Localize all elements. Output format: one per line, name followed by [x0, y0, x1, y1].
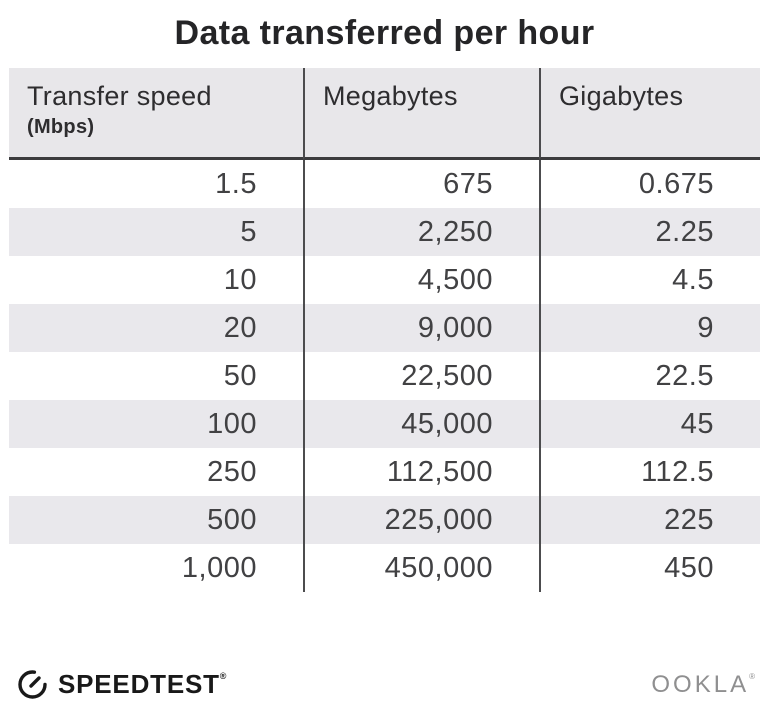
cell-speed: 500: [9, 496, 303, 544]
cell-speed: 10: [223, 263, 257, 296]
cell-megabytes: 112,500: [303, 448, 539, 496]
speedtest-wordmark: SPEEDTEST: [58, 669, 220, 699]
header-sublabel: (Mbps): [27, 116, 95, 138]
cell-speed: 100: [9, 400, 303, 448]
cell-megabytes: 2,250: [303, 208, 539, 256]
cell-speed: 20: [9, 304, 303, 352]
page-title: Data transferred per hour: [174, 14, 595, 52]
cell-megabytes: 675: [303, 160, 539, 208]
cell-gigabytes: 450: [539, 544, 760, 592]
cell-megabytes: 45,000: [303, 400, 539, 448]
ookla-logo: OOKLA ®: [651, 671, 755, 699]
cell-speed: 50: [223, 359, 257, 392]
header-gigabytes: Gigabytes: [539, 68, 760, 160]
data-table: Transfer speed (Mbps) Megabytes Gigabyte…: [9, 68, 761, 592]
cell-speed: 1,000: [181, 551, 257, 584]
cell-megabytes: 225,000: [303, 496, 539, 544]
footer: SPEEDTEST ® OOKLA ®: [16, 668, 755, 701]
header-label: Megabytes: [323, 81, 458, 111]
cell-megabytes: 22,500: [303, 352, 539, 400]
cell-gigabytes: 0.675: [539, 160, 760, 208]
header-transfer-speed: Transfer speed (Mbps): [9, 68, 303, 160]
cell-gigabytes: 4.5: [539, 256, 760, 304]
cell-megabytes: 4,500: [303, 256, 539, 304]
speedtest-registered-mark: ®: [219, 671, 227, 681]
cell-gigabytes: 45: [539, 400, 760, 448]
cell-gigabytes: 22.5: [539, 352, 760, 400]
header-label: Transfer speed: [27, 81, 212, 111]
cell-speed: 1.5: [215, 167, 257, 200]
cell-gigabytes: 112.5: [539, 448, 760, 496]
cell-speed: 5: [9, 208, 303, 256]
cell-megabytes: 9,000: [303, 304, 539, 352]
cell-gigabytes: 9: [539, 304, 760, 352]
cell-gigabytes: 225: [539, 496, 760, 544]
ookla-registered-mark: ®: [749, 671, 755, 681]
cell-gigabytes: 2.25: [539, 208, 760, 256]
cell-megabytes: 450,000: [303, 544, 539, 592]
header-megabytes: Megabytes: [303, 68, 539, 160]
speedtest-logo: SPEEDTEST ®: [16, 668, 226, 701]
speedtest-gauge-icon: [16, 668, 49, 701]
ookla-wordmark: OOKLA: [651, 670, 750, 698]
header-label: Gigabytes: [559, 81, 684, 111]
cell-speed: 250: [207, 455, 257, 488]
